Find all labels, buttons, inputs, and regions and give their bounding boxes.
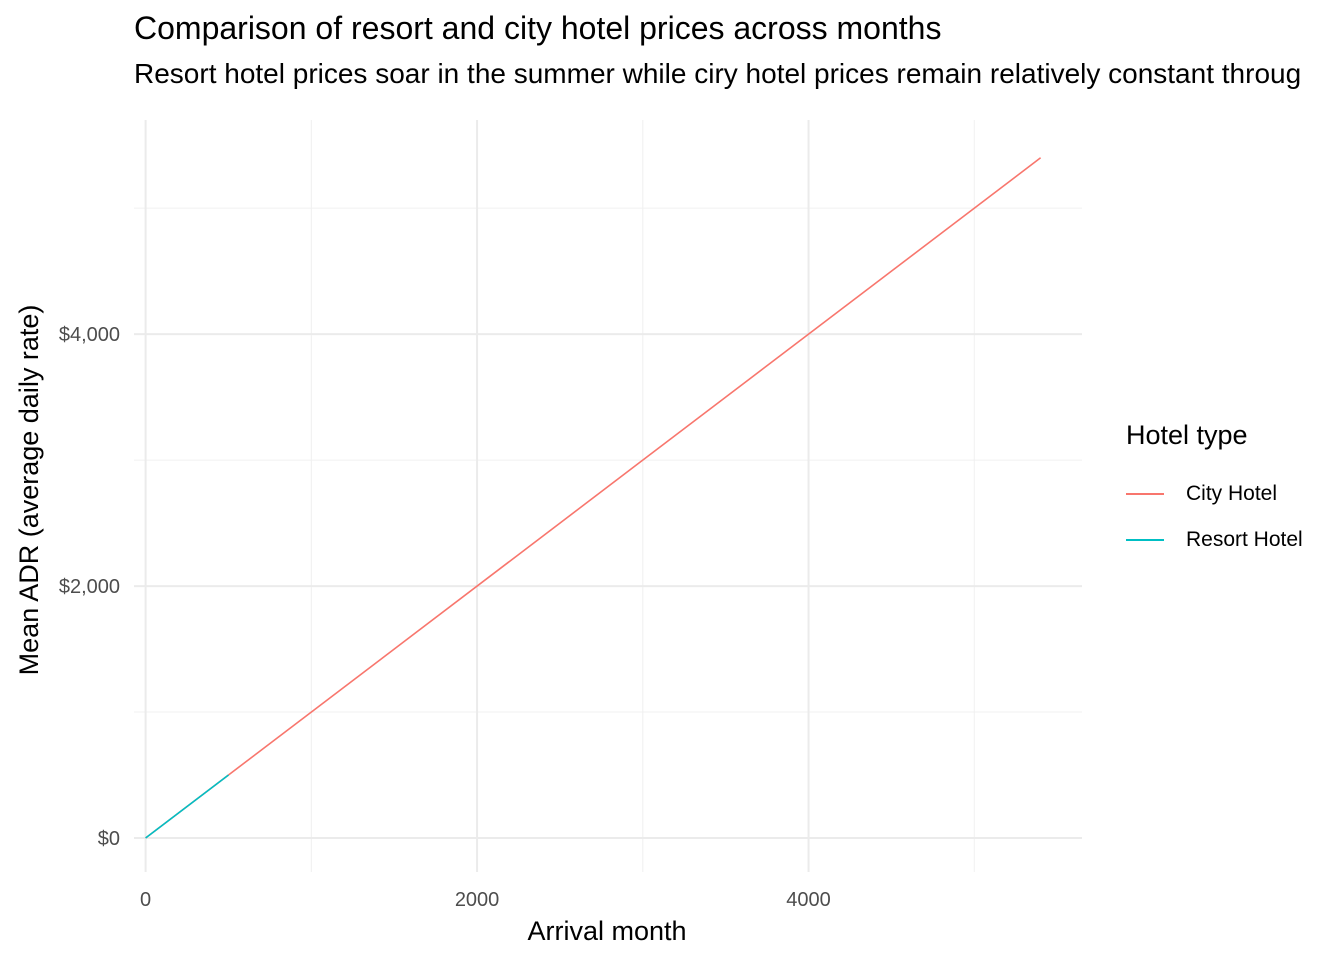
- legend-label: City Hotel: [1186, 482, 1278, 505]
- legend-key-city-hotel: [1126, 493, 1164, 495]
- series-lines: [145, 157, 1042, 839]
- series-line-resort-hotel: [145, 774, 229, 839]
- legend-item-city-hotel: City Hotel: [1126, 471, 1303, 517]
- tick-labels: 0 2000 4000 $0 $2,000 $4,000: [59, 324, 831, 911]
- x-tick-label: 2000: [455, 889, 500, 911]
- series-line-city-hotel: [145, 157, 1042, 839]
- legend-item-resort-hotel: Resort Hotel: [1126, 517, 1303, 563]
- chart-title: Comparison of resort and city hotel pric…: [134, 10, 942, 46]
- legend-key-resort-hotel: [1126, 539, 1164, 541]
- legend: Hotel type City Hotel Resort Hotel: [1126, 420, 1303, 563]
- y-axis-title: Mean ADR (average daily rate): [14, 305, 44, 676]
- x-tick-label: 4000: [786, 889, 831, 911]
- y-tick-label: $2,000: [59, 576, 120, 598]
- chart-subtitle: Resort hotel prices soar in the summer w…: [134, 58, 1302, 89]
- minor-gridlines: [134, 120, 1082, 872]
- legend-title: Hotel type: [1126, 420, 1248, 450]
- y-tick-label: $0: [98, 828, 120, 850]
- x-tick-label: 0: [140, 889, 151, 911]
- x-axis-title: Arrival month: [527, 916, 686, 946]
- major-gridlines: [134, 120, 1082, 872]
- y-tick-label: $4,000: [59, 324, 120, 346]
- legend-label: Resort Hotel: [1186, 528, 1303, 551]
